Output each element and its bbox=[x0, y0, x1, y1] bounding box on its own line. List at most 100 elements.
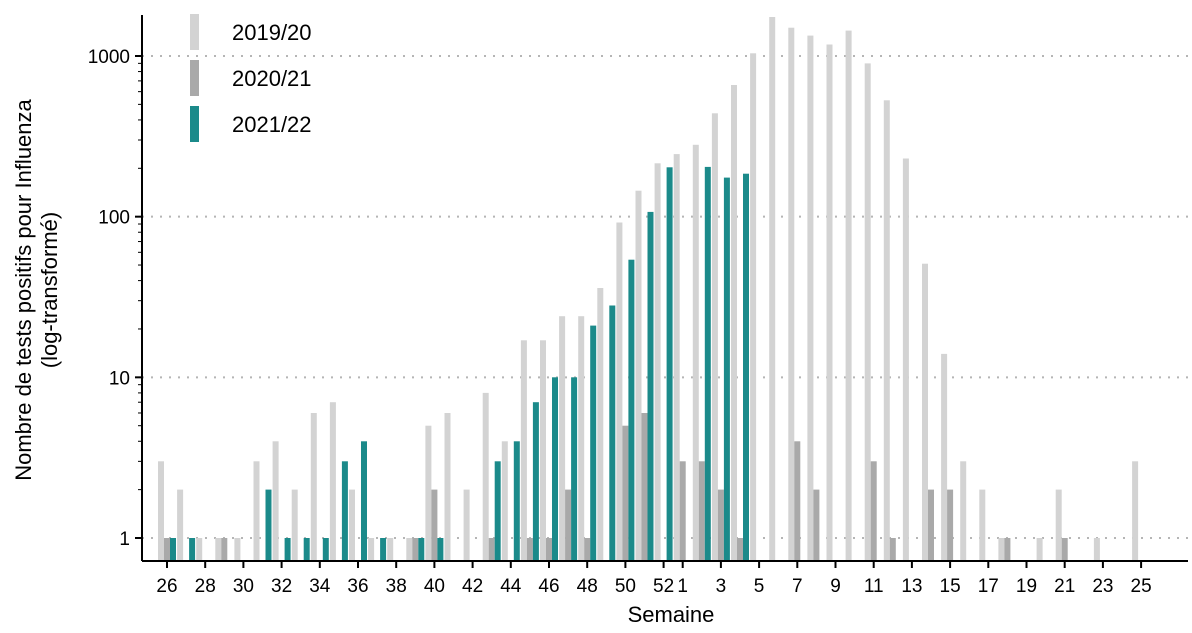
bar-2019-20-week-16 bbox=[960, 461, 967, 561]
bar-2019-20-week-46 bbox=[540, 340, 546, 561]
bar-2019-20-week-48 bbox=[578, 316, 585, 561]
bar-2020-21-week-46 bbox=[546, 538, 552, 561]
bar-2019-20-week-18 bbox=[998, 538, 1005, 561]
bar-2019-20-week-10 bbox=[845, 30, 852, 562]
bar-2019-20-week-50 bbox=[616, 222, 623, 561]
bar-2019-20-week-40 bbox=[425, 425, 432, 561]
bar-2019-20-week-47 bbox=[559, 316, 566, 561]
bar-2020-21-week-50 bbox=[622, 425, 629, 561]
bar-2020-21-week-40 bbox=[431, 489, 438, 561]
x-tick-label: 9 bbox=[830, 576, 841, 597]
x-tick-label: 3 bbox=[716, 576, 727, 597]
bar-2020-21-week-7 bbox=[794, 441, 801, 561]
bar-2019-20-week-3 bbox=[711, 113, 718, 562]
x-tick-label: 15 bbox=[940, 576, 961, 597]
bar-2020-21-week-48 bbox=[584, 538, 591, 561]
x-tick-label: 34 bbox=[309, 576, 331, 597]
bar-2021-22-week-26 bbox=[170, 538, 176, 561]
bar-2019-20-week-7 bbox=[788, 27, 795, 561]
legend-swatch-2021-22 bbox=[190, 106, 199, 142]
y-tick-label: 100 bbox=[98, 208, 130, 229]
bar-2021-22-week-34 bbox=[322, 538, 329, 561]
y-tick-label: 10 bbox=[109, 368, 130, 389]
bar-2019-20-week-17 bbox=[979, 489, 986, 561]
bar-2021-22-week-37 bbox=[380, 538, 387, 561]
x-tick-label: 5 bbox=[754, 576, 765, 597]
bar-2019-20-week-39 bbox=[406, 538, 413, 561]
bar-2021-22-week-52 bbox=[666, 167, 673, 562]
bar-2019-20-week-4 bbox=[731, 85, 737, 561]
legend-swatch-2020-21 bbox=[190, 60, 199, 96]
bar-2021-22-week-51 bbox=[647, 211, 654, 561]
bar-2019-20-week-11 bbox=[864, 63, 871, 562]
bar-2020-21-week-21 bbox=[1061, 538, 1068, 561]
bar-2020-21-week-2 bbox=[698, 461, 705, 561]
bar-2021-22-week-2 bbox=[704, 166, 711, 561]
bar-2020-21-week-11 bbox=[870, 461, 877, 561]
legend-label-2021-22: 2021/22 bbox=[232, 112, 312, 137]
gridlines bbox=[142, 55, 1188, 539]
bar-2019-20-week-38 bbox=[387, 538, 394, 561]
x-tick-label: 19 bbox=[1016, 576, 1037, 597]
bar-2020-21-week-29 bbox=[221, 538, 228, 561]
bar-2019-20-week-14 bbox=[922, 263, 928, 561]
bar-2021-22-week-46 bbox=[552, 377, 558, 561]
bar-2021-22-week-35 bbox=[341, 461, 348, 561]
x-tick-label: 28 bbox=[195, 576, 216, 597]
bar-2019-20-week-44 bbox=[501, 441, 508, 561]
bar-2021-22-week-36 bbox=[361, 441, 367, 561]
bar-2020-21-week-26 bbox=[164, 538, 170, 561]
bar-2020-21-week-3 bbox=[717, 489, 724, 561]
bar-2020-21-week-12 bbox=[889, 538, 896, 561]
bar-2021-22-week-43 bbox=[494, 461, 501, 561]
bar-2019-20-week-13 bbox=[902, 158, 909, 561]
bar-2019-20-week-25 bbox=[1132, 461, 1139, 561]
bar-2020-21-week-43 bbox=[488, 538, 495, 561]
legend-item-2021-22: 2021/22 bbox=[190, 106, 360, 152]
bar-2019-20-week-34 bbox=[310, 413, 317, 561]
bar-2019-20-week-28 bbox=[196, 538, 203, 561]
bar-2021-22-week-49 bbox=[609, 305, 616, 561]
bar-2021-22-week-44 bbox=[513, 441, 520, 561]
x-tick-label: 21 bbox=[1054, 576, 1075, 597]
bar-2019-20-week-37 bbox=[368, 538, 375, 561]
x-tick-label: 30 bbox=[233, 576, 254, 597]
bar-2020-21-week-18 bbox=[1004, 538, 1011, 561]
bar-2019-20-week-20 bbox=[1036, 538, 1043, 561]
bar-2019-20-week-2 bbox=[692, 144, 699, 562]
x-tick-label: 13 bbox=[901, 576, 922, 597]
legend-item-2019-20: 2019/20 bbox=[190, 14, 360, 60]
y-tick-label: 1000 bbox=[88, 47, 130, 68]
x-tick-label: 25 bbox=[1131, 576, 1152, 597]
bar-2020-21-week-47 bbox=[565, 489, 572, 561]
bar-2021-22-week-4 bbox=[743, 173, 749, 561]
bar-2019-20-week-52 bbox=[654, 163, 661, 562]
x-tick-label: 48 bbox=[577, 576, 598, 597]
x-tick-label: 42 bbox=[462, 576, 483, 597]
bar-2021-22-week-47 bbox=[571, 377, 578, 561]
y-tick-label: 1 bbox=[119, 529, 130, 550]
bar-2021-22-week-40 bbox=[437, 538, 444, 561]
bar-2021-22-week-39 bbox=[418, 538, 425, 561]
bar-2019-20-week-41 bbox=[444, 413, 451, 561]
legend: 2019/20 2020/21 2021/22 bbox=[190, 14, 360, 152]
legend-label-2020-21: 2020/21 bbox=[232, 66, 312, 91]
x-tick-label: 17 bbox=[978, 576, 999, 597]
bar-2019-20-week-49 bbox=[597, 288, 604, 561]
legend-swatch-2019-20 bbox=[190, 14, 199, 50]
x-tick-label: 1 bbox=[677, 576, 688, 597]
bar-2021-22-week-50 bbox=[628, 259, 635, 561]
bar-2019-20-week-27 bbox=[177, 489, 184, 561]
bar-2021-22-week-31 bbox=[265, 489, 272, 561]
bar-2019-20-week-42 bbox=[463, 489, 470, 561]
y-axis-title-line-1: Nombre de tests positifs pour Influenza bbox=[11, 99, 36, 481]
bar-2019-20-week-8 bbox=[807, 35, 814, 562]
y-axis-title-line-2: (log-transformé) bbox=[37, 211, 62, 369]
bar-2019-20-week-21 bbox=[1055, 489, 1062, 561]
bar-2020-21-week-45 bbox=[526, 538, 533, 561]
bar-2021-22-week-33 bbox=[303, 538, 310, 561]
bar-2020-21-week-14 bbox=[928, 489, 934, 561]
bars bbox=[158, 17, 1139, 562]
x-tick-label: 32 bbox=[271, 576, 292, 597]
